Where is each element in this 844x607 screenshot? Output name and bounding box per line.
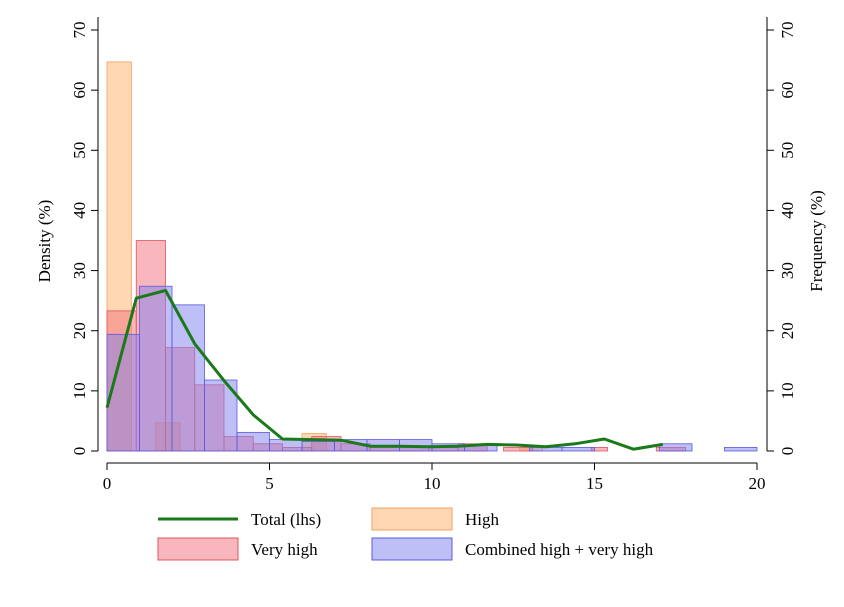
y-tick-label-right: 0 bbox=[778, 447, 797, 456]
x-tick-label: 20 bbox=[749, 474, 766, 493]
combined-bar bbox=[561, 446, 595, 452]
x-tick-label: 10 bbox=[424, 474, 441, 493]
y-tick-label-right: 30 bbox=[778, 262, 797, 279]
x-tick-label: 0 bbox=[103, 474, 112, 493]
x-tick-label: 5 bbox=[265, 474, 274, 493]
y-tick-label-left: 50 bbox=[70, 142, 89, 159]
y-tick-label-right: 60 bbox=[778, 82, 797, 99]
y-tick-label-right: 20 bbox=[778, 322, 797, 339]
y-axis-label-right: Frequency (%) bbox=[807, 190, 826, 292]
line-layer bbox=[105, 288, 664, 451]
legend: Total (lhs) High Very high Combined high + … bbox=[157, 507, 654, 561]
y-tick-label-left: 30 bbox=[70, 262, 89, 279]
y-tick-label-right: 50 bbox=[778, 142, 797, 159]
legend-label: Very high bbox=[251, 540, 318, 559]
y-tick-label-left: 0 bbox=[70, 447, 89, 456]
y-tick-label-left: 70 bbox=[70, 22, 89, 39]
total-line bbox=[105, 288, 664, 451]
y-axis-label-left: Density (%) bbox=[35, 200, 54, 283]
y-tick-label-left: 20 bbox=[70, 322, 89, 339]
axes-layer: 0 0 10 10 20 20 30 30 40 40 50 50 60 60 70 70 0 5 10 15 20 De… bbox=[35, 17, 826, 493]
combined-bar bbox=[724, 446, 758, 452]
combined-bar bbox=[204, 379, 238, 452]
combined-bar bbox=[659, 443, 693, 452]
y-tick-label-left: 40 bbox=[70, 202, 89, 219]
bar-layer bbox=[106, 61, 758, 452]
y-tick-label-left: 10 bbox=[70, 382, 89, 399]
very-high-bar bbox=[503, 446, 534, 452]
legend-swatch-very-high bbox=[157, 537, 239, 561]
combined-bar bbox=[301, 440, 335, 452]
combined-bar bbox=[139, 285, 173, 452]
y-tick-label-right: 70 bbox=[778, 22, 797, 39]
y-tick-label-right: 10 bbox=[778, 382, 797, 399]
x-tick-label: 15 bbox=[586, 474, 603, 493]
combined-bar bbox=[171, 304, 205, 452]
y-tick-label-left: 60 bbox=[70, 82, 89, 99]
legend-swatch-high bbox=[371, 507, 453, 531]
combined-bar bbox=[269, 439, 303, 452]
y-tick-label-right: 40 bbox=[778, 202, 797, 219]
legend-label: High bbox=[465, 510, 500, 529]
legend-label: Combined high + very high bbox=[465, 540, 654, 559]
combined-bar bbox=[236, 431, 270, 452]
legend-label: Total (lhs) bbox=[251, 510, 321, 529]
legend-swatch-combined bbox=[371, 537, 453, 561]
